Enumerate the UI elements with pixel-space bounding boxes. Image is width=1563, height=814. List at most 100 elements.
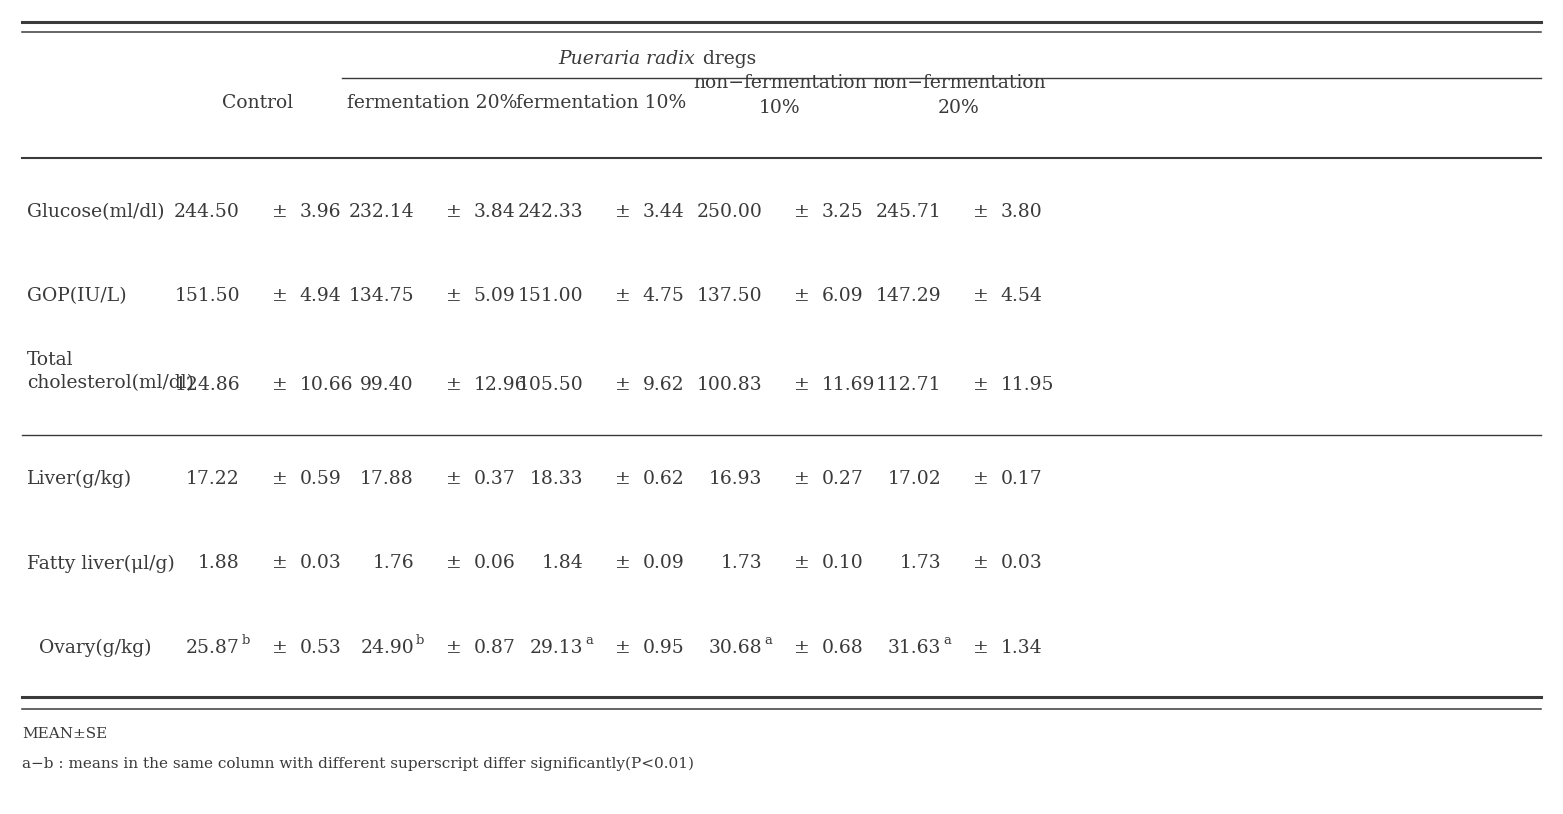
Text: 10.66: 10.66	[300, 376, 353, 394]
Text: 100.83: 100.83	[697, 376, 763, 394]
Text: 5.09: 5.09	[474, 287, 516, 305]
Text: 29.13: 29.13	[530, 638, 583, 657]
Text: 18.33: 18.33	[530, 470, 583, 488]
Text: ±: ±	[974, 554, 989, 572]
Text: 0.03: 0.03	[1000, 554, 1043, 572]
Text: 11.95: 11.95	[1000, 376, 1055, 394]
Text: ±: ±	[974, 287, 989, 305]
Text: ±: ±	[614, 638, 631, 657]
Text: a: a	[585, 634, 592, 647]
Text: 151.00: 151.00	[517, 287, 583, 305]
Text: ±: ±	[445, 638, 461, 657]
Text: 134.75: 134.75	[349, 287, 414, 305]
Text: fermentation 10%: fermentation 10%	[516, 94, 686, 112]
Text: ±: ±	[614, 376, 631, 394]
Text: ±: ±	[272, 470, 288, 488]
Text: Control: Control	[222, 94, 294, 112]
Text: 1.73: 1.73	[721, 554, 763, 572]
Text: ±: ±	[974, 470, 989, 488]
Text: 17.22: 17.22	[186, 470, 239, 488]
Text: non−fermentation
10%: non−fermentation 10%	[694, 74, 867, 116]
Text: 3.25: 3.25	[822, 203, 863, 221]
Text: 30.68: 30.68	[708, 638, 763, 657]
Text: 1.73: 1.73	[900, 554, 941, 572]
Text: GOP(IU/L): GOP(IU/L)	[27, 287, 127, 305]
Text: Pueraria radix: Pueraria radix	[558, 50, 696, 68]
Text: a: a	[764, 634, 772, 647]
Text: 0.09: 0.09	[642, 554, 685, 572]
Text: Liver(g/kg): Liver(g/kg)	[27, 470, 133, 488]
Text: 0.62: 0.62	[642, 470, 685, 488]
Text: a−b : means in the same column with different superscript differ significantly(P: a−b : means in the same column with diff…	[22, 756, 694, 771]
Text: ±: ±	[614, 554, 631, 572]
Text: 147.29: 147.29	[875, 287, 941, 305]
Text: ±: ±	[445, 554, 461, 572]
Text: 9.62: 9.62	[642, 376, 685, 394]
Text: 4.54: 4.54	[1000, 287, 1043, 305]
Text: ±: ±	[445, 376, 461, 394]
Text: 105.50: 105.50	[517, 376, 583, 394]
Text: dregs: dregs	[697, 50, 756, 68]
Text: a: a	[942, 634, 950, 647]
Text: ±: ±	[272, 203, 288, 221]
Text: ±: ±	[272, 287, 288, 305]
Text: 244.50: 244.50	[173, 203, 239, 221]
Text: 0.68: 0.68	[822, 638, 863, 657]
Text: 17.88: 17.88	[359, 470, 414, 488]
Text: 4.94: 4.94	[300, 287, 341, 305]
Text: 1.34: 1.34	[1000, 638, 1043, 657]
Text: Glucose(ml/dl): Glucose(ml/dl)	[27, 203, 164, 221]
Text: 124.86: 124.86	[175, 376, 239, 394]
Text: 16.93: 16.93	[708, 470, 763, 488]
Text: 0.53: 0.53	[300, 638, 341, 657]
Text: ±: ±	[794, 470, 810, 488]
Text: 0.10: 0.10	[822, 554, 863, 572]
Text: 242.33: 242.33	[517, 203, 583, 221]
Text: 3.96: 3.96	[300, 203, 341, 221]
Text: Total
cholesterol(ml/dl): Total cholesterol(ml/dl)	[27, 351, 194, 392]
Text: b: b	[242, 634, 250, 647]
Text: ±: ±	[794, 203, 810, 221]
Text: ±: ±	[272, 638, 288, 657]
Text: 4.75: 4.75	[642, 287, 685, 305]
Text: 0.27: 0.27	[822, 470, 864, 488]
Text: Ovary(g/kg): Ovary(g/kg)	[27, 638, 152, 657]
Text: 0.59: 0.59	[300, 470, 341, 488]
Text: 232.14: 232.14	[349, 203, 414, 221]
Text: ±: ±	[794, 638, 810, 657]
Text: 250.00: 250.00	[696, 203, 763, 221]
Text: 11.69: 11.69	[822, 376, 875, 394]
Text: 0.06: 0.06	[474, 554, 516, 572]
Text: ±: ±	[272, 554, 288, 572]
Text: 245.71: 245.71	[875, 203, 941, 221]
Text: ±: ±	[445, 470, 461, 488]
Text: 0.87: 0.87	[474, 638, 516, 657]
Text: 112.71: 112.71	[875, 376, 941, 394]
Text: 1.84: 1.84	[541, 554, 583, 572]
Text: ±: ±	[614, 203, 631, 221]
Text: ±: ±	[974, 376, 989, 394]
Text: 3.44: 3.44	[642, 203, 685, 221]
Text: fermentation 20%: fermentation 20%	[347, 94, 517, 112]
Text: 6.09: 6.09	[822, 287, 863, 305]
Text: 1.88: 1.88	[199, 554, 239, 572]
Text: 99.40: 99.40	[361, 376, 414, 394]
Text: 0.95: 0.95	[642, 638, 685, 657]
Text: MEAN±SE: MEAN±SE	[22, 727, 108, 741]
Text: 25.87: 25.87	[186, 638, 239, 657]
Text: b: b	[416, 634, 424, 647]
Text: 24.90: 24.90	[359, 638, 414, 657]
Text: ±: ±	[974, 203, 989, 221]
Text: ±: ±	[974, 638, 989, 657]
Text: ±: ±	[794, 376, 810, 394]
Text: ±: ±	[272, 376, 288, 394]
Text: 12.96: 12.96	[474, 376, 527, 394]
Text: 0.03: 0.03	[300, 554, 341, 572]
Text: ±: ±	[614, 287, 631, 305]
Text: 17.02: 17.02	[888, 470, 941, 488]
Text: 3.80: 3.80	[1000, 203, 1043, 221]
Text: ±: ±	[614, 470, 631, 488]
Text: ±: ±	[445, 287, 461, 305]
Text: 151.50: 151.50	[175, 287, 239, 305]
Text: 0.37: 0.37	[474, 470, 516, 488]
